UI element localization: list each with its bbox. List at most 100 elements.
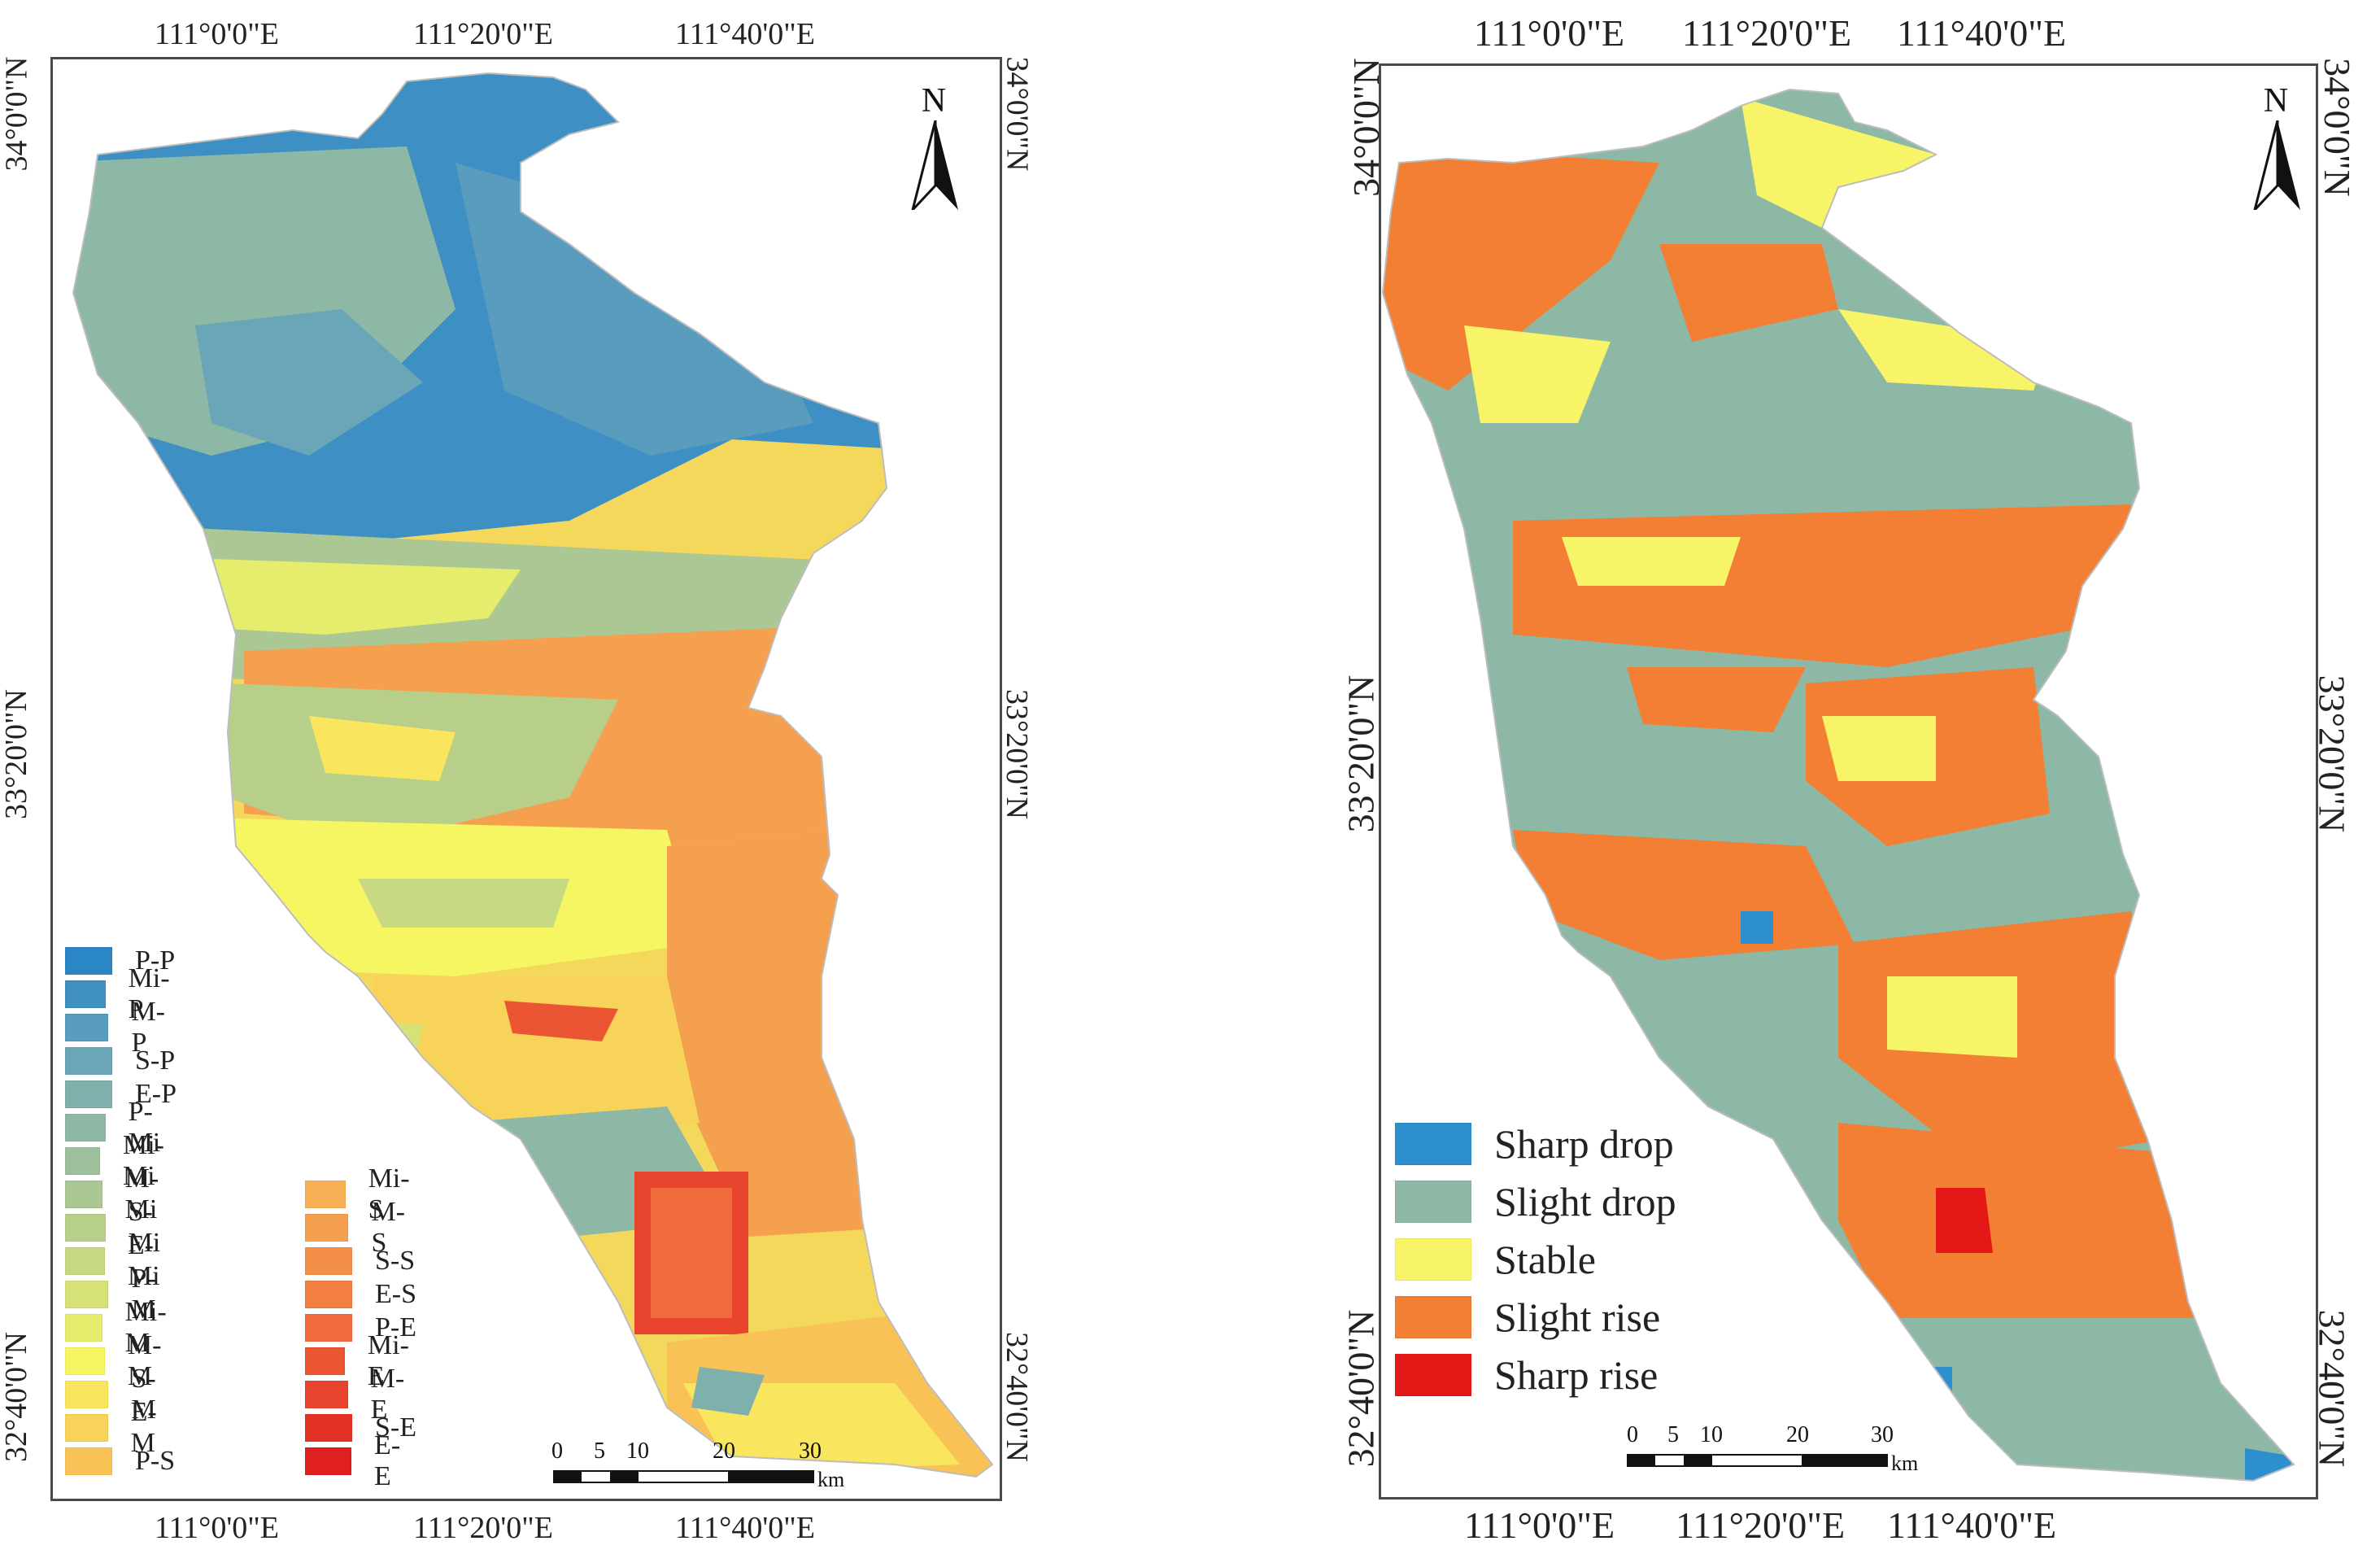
left-map-panel: 111°0'0"E 111°20'0"E 111°40'0"E 111°0'0"… — [0, 0, 1057, 1554]
legend-swatch — [305, 1280, 352, 1308]
legend-item: E-P — [65, 1077, 177, 1111]
left-map-region — [72, 72, 994, 1478]
legend-label: P-Mi — [128, 1096, 161, 1158]
legend-swatch — [65, 1146, 100, 1175]
legend-swatch — [65, 1447, 112, 1475]
right-legend-col: Sharp drop Slight drop Stable Slight rise Sh… — [1395, 1115, 1676, 1403]
legend-item: S-P — [65, 1044, 177, 1077]
legend-label: S-E — [375, 1412, 416, 1443]
legend-swatch — [65, 1413, 108, 1442]
right-north-arrow: N — [2253, 81, 2318, 220]
right-top-tick-2: 111°20'0"E — [1682, 12, 1852, 54]
right-scale-numbers: 0 5 10 20 30 — [1627, 1422, 1936, 1451]
legend-item: M-S — [305, 1197, 416, 1258]
legend-swatch — [305, 1180, 346, 1208]
legend-item: M-E — [305, 1364, 416, 1425]
legend-label: S-M — [131, 1363, 156, 1425]
legend-item: P-Mi — [65, 1097, 177, 1158]
left-scale-bar: 0 5 10 20 30 km — [545, 1438, 854, 1495]
legend-label: Stable — [1494, 1236, 1596, 1282]
legend-item: S-E — [305, 1411, 416, 1444]
right-map-panel: 111°0'0"E 111°20'0"E 111°40'0"E 111°0'0"… — [1318, 0, 2380, 1554]
right-bottom-tick-3: 111°40'0"E — [1887, 1504, 2057, 1546]
legend-swatch — [305, 1213, 349, 1242]
legend-item: Sharp drop — [1395, 1115, 1676, 1172]
legend-item: M-Mi — [65, 1163, 177, 1224]
legend-label: Mi-M — [124, 1296, 167, 1358]
legend-item: E-E — [305, 1430, 416, 1491]
legend-label: E-E — [374, 1430, 401, 1491]
legend-swatch — [305, 1246, 352, 1275]
legend-item: P-P — [65, 944, 177, 977]
legend-swatch — [65, 1380, 109, 1408]
legend-swatch — [65, 1213, 106, 1242]
legend-item: E-Mi — [65, 1230, 177, 1291]
legend-label: M-E — [370, 1363, 405, 1425]
left-north-label: N — [921, 82, 947, 120]
legend-label: S-P — [135, 1045, 176, 1076]
left-scale-graphic — [553, 1470, 814, 1483]
legend-swatch — [65, 1347, 105, 1375]
legend-item: Mi-S — [305, 1163, 416, 1224]
legend-item: P-M — [65, 1264, 177, 1325]
legend-label: M-Mi — [124, 1163, 159, 1224]
legend-item: Slight rise — [1395, 1288, 1676, 1346]
right-scale-unit: km — [1891, 1451, 1919, 1475]
legend-item: Sharp rise — [1395, 1346, 1676, 1403]
legend-swatch — [1395, 1353, 1471, 1396]
left-scale-20: 20 — [713, 1438, 735, 1464]
left-scale-5: 5 — [594, 1438, 605, 1464]
legend-swatch — [65, 1013, 109, 1041]
legend-label: P-E — [375, 1312, 416, 1342]
legend-item: S-M — [65, 1364, 177, 1425]
legend-label: Sharp drop — [1494, 1120, 1674, 1167]
left-map-frame — [50, 57, 1002, 1501]
legend-item: Mi-P — [65, 963, 177, 1024]
legend-label: M-S — [371, 1196, 406, 1258]
legend-swatch — [305, 1347, 345, 1375]
legend-swatch — [65, 1246, 105, 1275]
legend-item: P-S — [65, 1444, 177, 1478]
left-legend-col1: P-P Mi-P M-P S-P E-P P-Mi Mi-Mi M-Mi S-Mi E-Mi P-M… — [65, 944, 177, 1478]
legend-label: M-P — [131, 996, 166, 1058]
legend-item: E-S — [305, 1277, 416, 1311]
legend-item: P-E — [305, 1311, 416, 1344]
left-bottom-tick-1: 111°0'0"E — [155, 1511, 279, 1545]
legend-swatch — [305, 1413, 352, 1442]
north-arrow-icon — [2253, 120, 2300, 212]
legend-label: M-M — [127, 1329, 162, 1391]
right-top-tick-1: 111°0'0"E — [1474, 12, 1625, 54]
right-top-tick-3: 111°40'0"E — [1897, 12, 2067, 54]
legend-swatch — [1395, 1122, 1471, 1165]
right-scale-30: 30 — [1871, 1422, 1894, 1447]
legend-swatch — [65, 946, 112, 975]
legend-label: S-S — [375, 1245, 416, 1276]
left-top-tick-1: 111°0'0"E — [155, 17, 279, 51]
legend-swatch — [305, 1447, 352, 1475]
legend-label: E-S — [375, 1278, 416, 1309]
right-scale-5: 5 — [1667, 1422, 1679, 1447]
legend-swatch — [65, 1113, 106, 1141]
legend-label: P-M — [131, 1263, 156, 1325]
legend-label: P-P — [135, 945, 176, 976]
legend-swatch — [65, 1180, 102, 1208]
legend-label: E-M — [130, 1396, 157, 1458]
left-legend-col2: Mi-S M-S S-S E-S P-E Mi-E M-E S-E E-E — [305, 1163, 416, 1491]
legend-item: Mi-M — [65, 1297, 177, 1358]
right-scale-bar: 0 5 10 20 30 km — [1627, 1422, 1936, 1479]
left-top-tick-2: 111°20'0"E — [413, 17, 553, 51]
legend-item: M-M — [65, 1330, 177, 1391]
legend-item: M-P — [65, 997, 177, 1058]
legend-swatch — [1395, 1238, 1471, 1281]
legend-item: Mi-E — [305, 1330, 416, 1391]
legend-swatch — [65, 980, 106, 1008]
legend-label: Mi-E — [367, 1329, 409, 1391]
north-arrow-icon — [911, 120, 958, 212]
legend-label: E-P — [135, 1078, 177, 1109]
legend-swatch — [65, 1280, 109, 1308]
right-scale-graphic — [1627, 1454, 1888, 1467]
legend-swatch — [1395, 1180, 1471, 1223]
left-scale-numbers: 0 5 10 20 30 — [545, 1438, 854, 1468]
right-north-label: N — [2263, 82, 2289, 120]
legend-swatch — [1395, 1295, 1471, 1338]
